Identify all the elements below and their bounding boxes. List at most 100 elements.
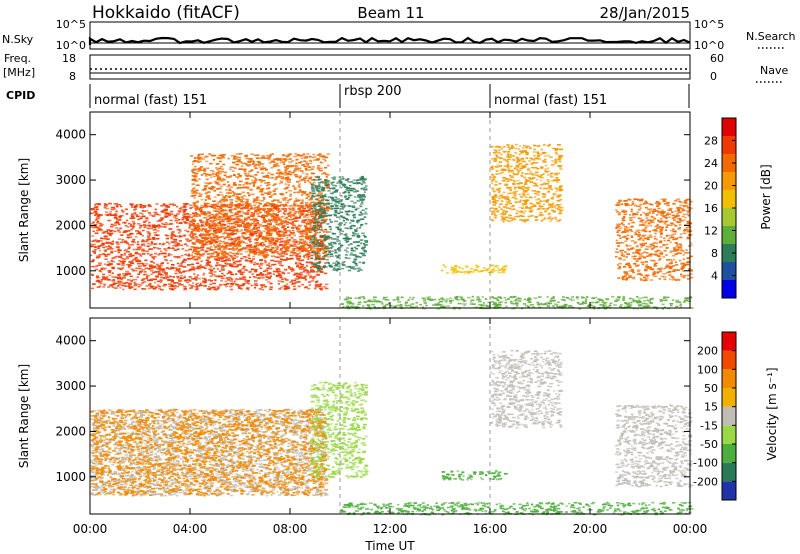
power-echo-cell bbox=[495, 199, 499, 202]
power-echo-cell bbox=[330, 182, 334, 185]
power-echo-cell bbox=[309, 227, 312, 230]
power-echo-cell bbox=[549, 204, 553, 207]
power-echo-cell bbox=[296, 200, 299, 202]
power-echo-cell bbox=[454, 268, 457, 270]
power-echo-cell bbox=[283, 234, 288, 237]
power-echo-cell bbox=[360, 183, 364, 186]
power-echo-cell bbox=[319, 240, 324, 243]
power-echo-cell bbox=[249, 238, 252, 240]
power-echo-cell bbox=[150, 279, 154, 281]
power-echo-cell bbox=[219, 206, 224, 209]
power-echo-cell bbox=[159, 281, 163, 283]
power-echo-cell bbox=[270, 241, 274, 244]
power-echo-cell bbox=[283, 166, 287, 169]
power-echo-cell bbox=[314, 184, 317, 187]
power-echo-cell bbox=[253, 181, 256, 184]
power-echo-cell bbox=[312, 277, 315, 280]
power-echo-cell bbox=[314, 245, 318, 248]
power-echo-cell bbox=[287, 272, 291, 274]
power-echo-cell bbox=[547, 180, 550, 183]
power-echo-cell bbox=[520, 211, 523, 214]
power-echo-cell bbox=[491, 198, 496, 200]
power-echo-cell bbox=[504, 265, 508, 267]
power-echo-cell bbox=[227, 262, 231, 265]
power-echo-cell bbox=[548, 186, 552, 189]
power-echo-cell bbox=[147, 204, 152, 207]
power-echo-cell bbox=[227, 259, 232, 262]
power-echo-cell bbox=[352, 205, 356, 207]
power-echo-cell bbox=[164, 221, 168, 224]
power-echo-cell bbox=[144, 219, 149, 222]
power-echo-cell bbox=[122, 260, 125, 263]
power-echo-cell bbox=[299, 252, 302, 254]
power-echo-cell bbox=[128, 222, 131, 225]
power-echo-cell bbox=[163, 248, 167, 250]
power-echo-cell bbox=[310, 243, 315, 245]
power-echo-cell bbox=[130, 280, 133, 282]
power-echo-cell bbox=[329, 181, 332, 184]
power-echo-cell bbox=[251, 250, 254, 253]
power-echo-cell bbox=[123, 258, 126, 261]
power-echo-cell bbox=[284, 248, 288, 251]
power-echo-cell bbox=[301, 221, 305, 223]
power-echo-cell bbox=[316, 210, 319, 212]
power-echo-cell bbox=[205, 233, 209, 236]
power-echo-cell bbox=[238, 161, 243, 163]
power-echo-cell bbox=[288, 239, 292, 241]
date-title: 28/Jan/2015 bbox=[600, 4, 691, 22]
nsky-tick-bottom-right: 10^0 bbox=[694, 39, 724, 52]
power-echo-cell bbox=[166, 223, 171, 225]
power-echo-cell bbox=[152, 229, 156, 231]
power-echo-cell bbox=[328, 218, 332, 221]
power-echo-cell bbox=[168, 242, 171, 245]
power-echo-cell bbox=[510, 176, 514, 179]
power-echo-cell bbox=[299, 215, 302, 218]
power-echo-cell bbox=[280, 223, 283, 226]
power-echo-cell bbox=[262, 249, 265, 251]
power-echo-cell bbox=[265, 210, 270, 213]
power-echo-cell bbox=[257, 161, 261, 164]
power-echo-cell bbox=[219, 218, 224, 221]
power-echo-cell bbox=[282, 252, 286, 255]
power-echo-cell bbox=[92, 243, 97, 246]
power-echo-cell bbox=[235, 195, 239, 198]
power-echo-cell bbox=[245, 198, 249, 201]
power-echo-cell bbox=[362, 179, 367, 181]
power-echo-cell bbox=[316, 211, 320, 214]
power-echo-cell bbox=[196, 157, 200, 159]
power-echo-cell bbox=[344, 227, 348, 229]
power-echo-cell bbox=[525, 219, 530, 221]
power-echo-cell bbox=[173, 282, 176, 284]
power-echo-cell bbox=[96, 220, 100, 223]
power-echo-cell bbox=[178, 284, 183, 286]
power-echo-cell bbox=[232, 261, 236, 264]
power-echo-cell bbox=[557, 156, 561, 158]
power-echo-cell bbox=[190, 287, 194, 289]
power-echo-cell bbox=[309, 275, 312, 277]
power-echo-cell bbox=[107, 238, 110, 240]
power-echo-cell bbox=[154, 243, 158, 245]
power-echo-cell bbox=[168, 228, 173, 230]
power-echo-cell bbox=[297, 255, 301, 257]
power-echo-cell bbox=[149, 265, 153, 268]
power-echo-cell bbox=[226, 225, 230, 228]
power-echo-cell bbox=[285, 155, 290, 157]
power-echo-cell bbox=[111, 286, 115, 289]
power-echo-cell bbox=[236, 246, 240, 248]
power-echo-cell bbox=[118, 231, 122, 233]
power-echo-cell bbox=[557, 165, 561, 167]
power-echo-cell bbox=[242, 186, 245, 189]
power-echo-cell bbox=[203, 167, 207, 170]
power-echo-cell bbox=[275, 221, 278, 224]
power-echo-cell bbox=[183, 276, 187, 279]
power-echo-cell bbox=[443, 266, 447, 268]
power-echo-cell bbox=[248, 250, 252, 252]
power-echo-cell bbox=[267, 272, 271, 274]
power-echo-cell bbox=[351, 231, 355, 234]
power-echo-cell bbox=[343, 204, 347, 207]
power-echo-cell bbox=[344, 239, 347, 242]
power-echo-cell bbox=[309, 266, 313, 269]
power-echo-cell bbox=[217, 170, 222, 173]
power-echo-cell bbox=[209, 245, 213, 248]
power-echo-cell bbox=[258, 233, 263, 236]
